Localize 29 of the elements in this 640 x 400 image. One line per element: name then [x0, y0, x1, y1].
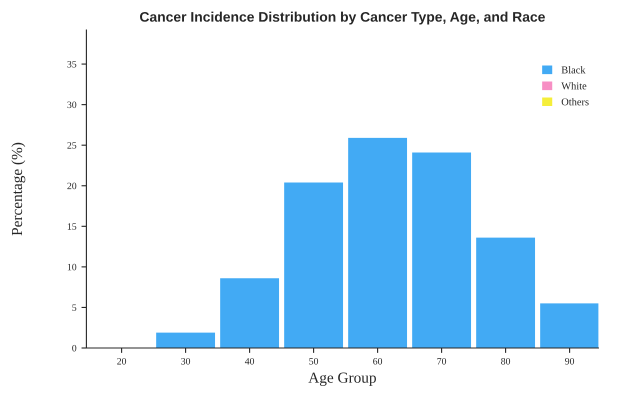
bar: [476, 238, 536, 348]
x-tick-label: 20: [117, 358, 126, 365]
x-tick-label: 30: [181, 358, 190, 365]
chart-title: Cancer Incidence Distribution by Cancer Type, Age, and Race: [140, 12, 545, 25]
x-tick-label: 90: [565, 358, 574, 365]
bar: [540, 303, 598, 348]
x-tick-label: 60: [373, 358, 382, 365]
y-tick-label: 30: [67, 102, 76, 108]
x-tick-label: 70: [437, 358, 446, 365]
x-tick-label: 80: [501, 358, 510, 365]
bar: [348, 138, 408, 348]
x-tick-label: 40: [244, 358, 254, 365]
y-tick-label: 35: [67, 61, 76, 68]
bar: [284, 182, 344, 348]
y-tick-label: 10: [68, 264, 76, 270]
y-axis-title: Percentage (%): [11, 142, 26, 236]
y-tick-label: 5: [72, 304, 76, 311]
bar: [220, 278, 280, 348]
legend-label: Others: [562, 98, 589, 106]
y-tick-label: 20: [67, 182, 76, 190]
x-axis-title: Age Group: [308, 372, 376, 386]
bar: [412, 152, 472, 348]
legend-label: Black: [562, 66, 586, 74]
y-tick-label: 15: [68, 223, 76, 230]
y-tick-label: 25: [67, 142, 76, 149]
y-tick-label: 0: [72, 344, 76, 352]
legend-label: White: [561, 82, 586, 90]
bar: [156, 332, 216, 348]
x-tick-label: 50: [309, 358, 318, 365]
